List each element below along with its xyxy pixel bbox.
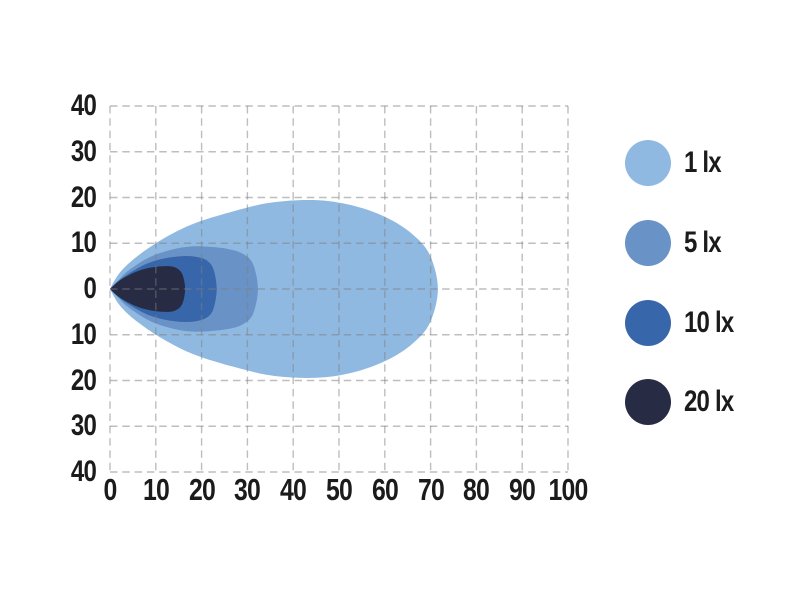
- legend-item-label: 10 lx: [684, 306, 734, 339]
- y-tick-label: 10: [70, 226, 97, 260]
- y-tick-label: 30: [70, 134, 97, 168]
- legend-item-10lx: 10 lx: [625, 300, 746, 346]
- legend-item-label: 20 lx: [684, 385, 734, 418]
- x-tick-label: 50: [326, 472, 353, 507]
- x-tick-label: 90: [509, 472, 536, 507]
- beam-plot-area: [109, 105, 569, 473]
- legend-item-label: 1 lx: [684, 146, 722, 179]
- y-tick-label: 40: [70, 455, 97, 488]
- legend-item-5lx: 5 lx: [625, 220, 730, 266]
- x-tick-label: 30: [234, 472, 261, 507]
- x-tick-label: 10: [142, 472, 170, 507]
- legend-swatch-circle-5lx: [625, 220, 671, 266]
- y-tick-label: 10: [70, 317, 97, 351]
- legend-item-1lx: 1 lx: [625, 140, 730, 186]
- y-tick-label: 40: [70, 89, 97, 122]
- x-tick-label: 70: [417, 472, 445, 507]
- legend-item-label: 5 lx: [684, 226, 722, 259]
- x-tick-label: 80: [463, 472, 490, 507]
- x-tick-label: 100: [548, 472, 589, 507]
- legend-swatch-circle-20lx: [625, 379, 671, 425]
- y-tick-label: 0: [83, 272, 96, 305]
- y-tick-label: 20: [70, 180, 97, 214]
- x-tick-label: 40: [280, 472, 307, 507]
- legend-item-20lx: 20 lx: [625, 379, 746, 425]
- x-tick-label: 0: [103, 472, 118, 507]
- y-tick-label: 30: [70, 409, 97, 443]
- y-tick-label: 20: [70, 363, 97, 397]
- x-tick-label: 20: [188, 472, 216, 507]
- legend-swatch-circle-10lx: [625, 300, 671, 346]
- x-tick-label: 60: [371, 472, 399, 507]
- legend-swatch-circle-1lx: [625, 140, 671, 186]
